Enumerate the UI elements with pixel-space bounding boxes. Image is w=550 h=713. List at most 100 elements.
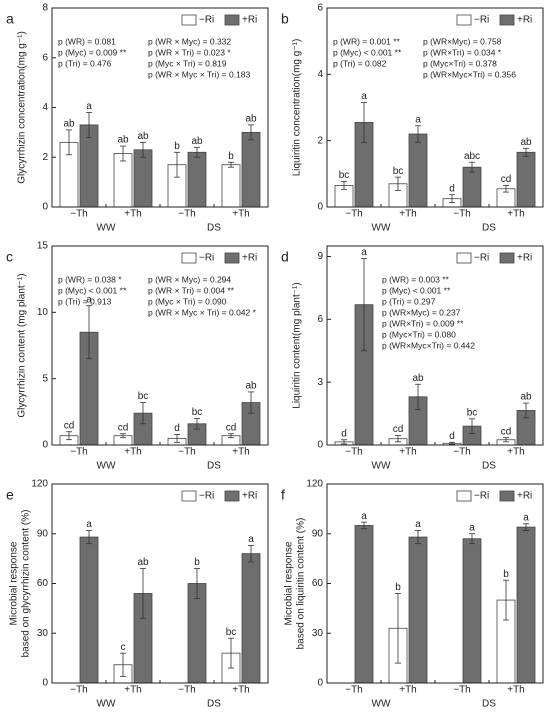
stat-annotation: p (Myc × Tri) = 0.090	[148, 296, 227, 306]
y-tick-label: 0	[317, 678, 323, 689]
error-bar	[415, 530, 421, 545]
y-tick-label: 4	[42, 102, 48, 113]
significance-letter: ab	[520, 137, 532, 148]
x-tick-label: −Th	[345, 447, 363, 458]
y-tick-label: 30	[37, 628, 49, 639]
bar	[133, 149, 153, 208]
panel-label: c	[6, 249, 13, 265]
error-bar	[503, 579, 509, 621]
significance-letter: a	[415, 114, 421, 125]
y-axis-label: Glycyrrhizin concentration(mg g⁻¹)	[17, 31, 28, 184]
group-label: WW	[97, 461, 116, 472]
y-tick-label: 3	[317, 377, 323, 388]
error-bar	[194, 146, 200, 158]
x-tick-label: −Th	[70, 685, 88, 696]
error-bar	[140, 141, 146, 158]
legend-label: +Ri	[517, 491, 532, 502]
significance-letter: cd	[501, 426, 512, 437]
y-tick-label: 90	[312, 528, 324, 539]
legend-label: −Ri	[199, 15, 214, 26]
stat-annotation: p (WR × Tri) = 0.023 *	[148, 47, 231, 57]
y-axis-label: Liquiritin content(mg plant⁻¹)	[292, 282, 303, 408]
y-tick-label: 6	[317, 314, 323, 325]
group-label: WW	[372, 461, 391, 472]
stat-annotation: p (WR×Tri) = 0.034 *	[423, 47, 502, 57]
y-tick-label: 9	[317, 251, 323, 262]
significance-letter: a	[248, 534, 254, 545]
stat-annotation: p (Myc×Tri) = 0.080	[382, 329, 456, 339]
error-bar	[469, 161, 475, 173]
y-tick-label: 0	[42, 202, 48, 213]
error-bar	[341, 181, 347, 190]
y-tick-label: 10	[37, 307, 49, 318]
error-bar	[174, 151, 180, 178]
panel-label: d	[281, 249, 289, 265]
group-label: WW	[372, 699, 391, 710]
stat-annotation: p (WR × Myc × Tri) = 0.042 *	[148, 307, 257, 317]
group-label: DS	[482, 699, 496, 710]
error-bar	[503, 185, 509, 193]
y-tick-label: 15	[37, 241, 49, 252]
significance-letter: ab	[137, 131, 149, 142]
significance-letter: bc	[138, 391, 149, 402]
bar	[241, 131, 261, 208]
error-bar	[395, 176, 401, 191]
group-label: WW	[97, 699, 116, 710]
y-tick-label: 6	[42, 52, 48, 63]
significance-letter: ab	[191, 136, 203, 147]
y-tick-label: 120	[306, 479, 323, 490]
error-bar	[469, 418, 475, 434]
error-bar	[86, 530, 92, 545]
significance-letter: a	[361, 91, 367, 102]
panel-label: a	[6, 11, 14, 27]
legend-label: −Ri	[199, 253, 214, 264]
x-tick-label: −Th	[178, 685, 196, 696]
y-axis-label: based on liquiritin content (%)	[296, 518, 307, 650]
significance-letter: b	[174, 141, 180, 152]
legend-swatch	[499, 490, 515, 502]
significance-letter: d	[174, 423, 180, 434]
y-axis-label: Microbial response	[9, 541, 20, 625]
legend-swatch	[224, 490, 240, 502]
y-tick-label: 120	[31, 479, 48, 490]
significance-letter: ab	[412, 373, 424, 384]
significance-letter: a	[361, 511, 367, 522]
stat-annotation: p (Myc×Tri) = 0.378	[423, 58, 497, 68]
significance-letter: d	[449, 183, 455, 194]
significance-letter: ab	[63, 119, 75, 130]
panel-label: f	[281, 487, 285, 503]
y-tick-label: 30	[312, 628, 324, 639]
bar	[187, 151, 207, 208]
legend-swatch	[224, 252, 240, 264]
x-tick-label: +Th	[124, 447, 142, 458]
bar	[516, 151, 536, 208]
error-bar	[228, 161, 234, 168]
legend-swatch	[499, 14, 515, 26]
error-bar	[120, 652, 126, 677]
error-bar	[120, 433, 126, 439]
legend-swatch	[181, 252, 197, 264]
significance-letter: a	[86, 519, 92, 530]
y-tick-label: 5	[42, 373, 48, 384]
x-tick-label: +Th	[232, 447, 250, 458]
group-label: WW	[372, 223, 391, 234]
bar	[408, 133, 428, 208]
legend-swatch	[456, 14, 472, 26]
significance-letter: d	[449, 431, 455, 442]
bar	[462, 166, 482, 208]
error-bar	[449, 194, 455, 204]
x-tick-label: −Th	[345, 209, 363, 220]
y-tick-label: 60	[37, 578, 49, 589]
x-tick-label: +Th	[507, 447, 525, 458]
group-label: DS	[207, 699, 221, 710]
stat-annotation: p (WR×Myc×Tri) = 0.442	[382, 340, 475, 350]
error-bar	[228, 637, 234, 669]
legend-label: +Ri	[242, 253, 257, 264]
stat-annotation: p (Tri) = 0.297	[382, 296, 436, 306]
error-bar	[449, 441, 455, 445]
error-bar	[228, 433, 234, 439]
panel-label: b	[281, 11, 289, 27]
significance-letter: cd	[501, 174, 512, 185]
y-tick-label: 4	[317, 69, 323, 80]
group-label: DS	[482, 223, 496, 234]
